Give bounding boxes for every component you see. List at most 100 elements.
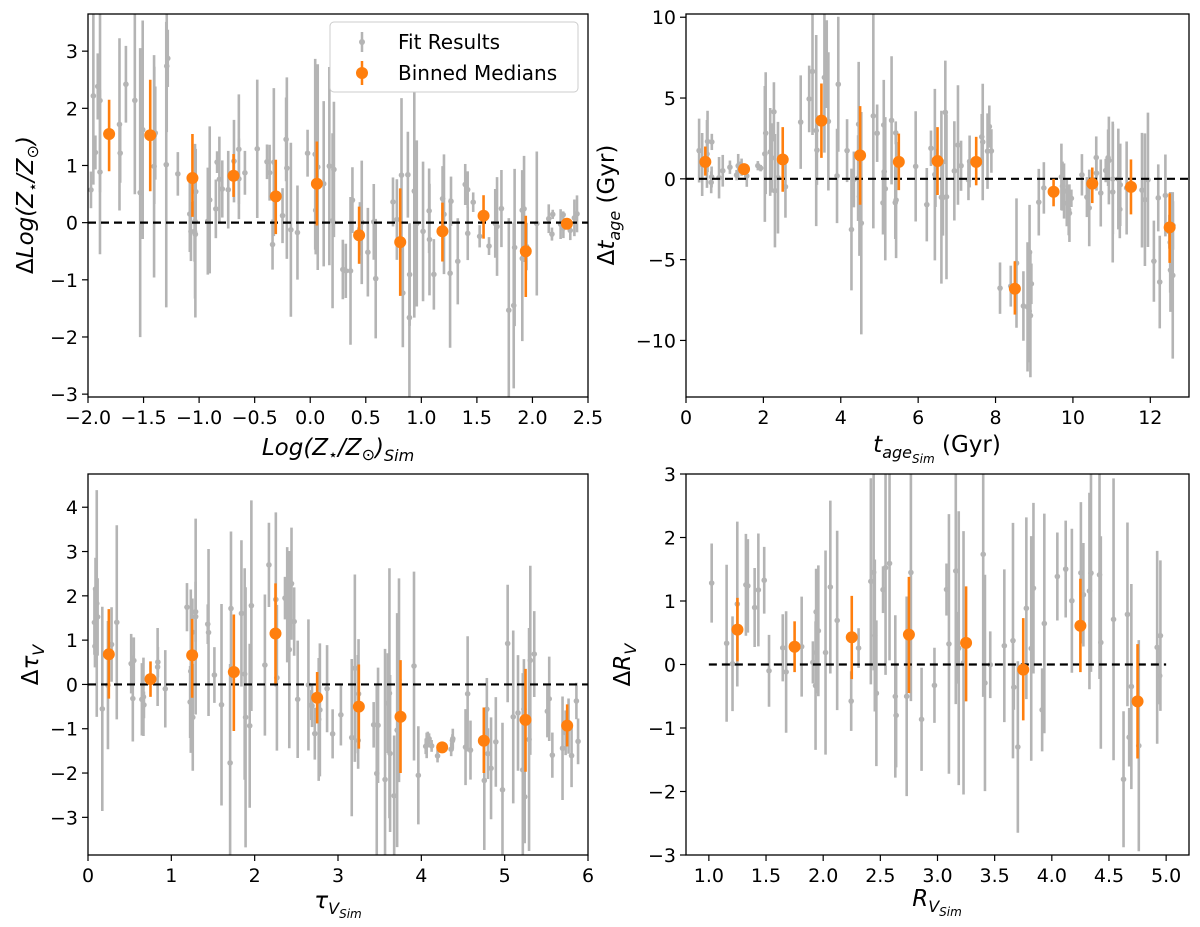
y-tick-label: −1: [50, 719, 78, 741]
axes-frame: [685, 13, 1190, 398]
axes-frame: [87, 13, 589, 398]
fit-point: [1142, 196, 1148, 203]
fit-point: [766, 667, 772, 674]
fit-point: [1065, 207, 1072, 213]
fit-point: [476, 233, 483, 240]
fit-point: [192, 188, 199, 195]
fit-point: [454, 258, 461, 265]
fit-point: [141, 702, 147, 708]
median-point: [699, 155, 712, 168]
fit-point: [987, 661, 994, 668]
fit-point: [225, 186, 232, 193]
fit-point: [782, 183, 789, 190]
fit-point: [282, 595, 288, 601]
median-point: [1047, 185, 1060, 198]
fit-point: [348, 734, 355, 741]
fit-point: [979, 139, 986, 145]
median-point: [1163, 221, 1176, 234]
fit-point: [1139, 187, 1145, 193]
median-point: [186, 649, 199, 662]
x-tick-label: 3.5: [980, 865, 1010, 887]
x-tick-label: 0: [82, 865, 94, 887]
fit-point: [163, 161, 170, 168]
fit-point: [575, 738, 581, 745]
fit-point: [779, 645, 786, 651]
fit-point: [88, 187, 94, 193]
y-tick-label: −3: [50, 384, 78, 406]
fit-point: [386, 690, 393, 697]
x-tick-label: 2.5: [573, 407, 603, 429]
fit-point: [1041, 620, 1048, 627]
median-point: [902, 628, 915, 641]
fit-point: [90, 93, 97, 99]
fit-point: [568, 752, 575, 759]
median-point: [1124, 180, 1137, 193]
fit-point: [928, 145, 934, 152]
median-point: [738, 163, 751, 176]
median-point: [1017, 663, 1030, 676]
fit-point: [447, 270, 453, 277]
x-tick-label: 3: [332, 865, 344, 887]
legend: Fit Results Binned Medians: [329, 21, 579, 93]
fit-point: [365, 249, 371, 255]
fit-point: [91, 619, 98, 626]
fit-point: [783, 669, 789, 675]
fit-point: [464, 230, 471, 237]
fit-point: [484, 706, 490, 712]
y-axis-label: Δtage (Gyr): [594, 145, 624, 266]
median-point: [731, 623, 744, 636]
fit-point: [771, 109, 777, 115]
fit-point: [988, 148, 995, 154]
fit-point: [855, 645, 862, 651]
median-point: [102, 648, 115, 661]
fit-point: [1054, 573, 1061, 580]
fit-point: [848, 698, 854, 704]
median-point: [227, 169, 240, 182]
fit-point: [163, 63, 170, 69]
fit-point: [844, 147, 850, 154]
fit-point: [288, 226, 294, 233]
fit-point: [411, 663, 417, 669]
x-tick-label: 1: [165, 865, 177, 887]
fit-point: [192, 613, 199, 620]
fit-point: [880, 586, 886, 593]
x-tick-label: 4: [415, 865, 427, 887]
x-tick-label: 0: [680, 407, 692, 429]
median-point: [144, 673, 157, 686]
fit-point: [696, 147, 702, 154]
x-axis-label: RVSim: [912, 886, 962, 919]
median-point: [560, 217, 573, 230]
median-point: [519, 245, 532, 258]
y-tick-label: 1: [66, 630, 78, 652]
fit-point: [834, 173, 840, 179]
fit-point: [151, 163, 157, 170]
fit-point: [870, 113, 877, 119]
x-tick-label: 2: [757, 407, 769, 429]
x-tick-label: 4.5: [1094, 865, 1124, 887]
fit-point: [175, 171, 181, 177]
fit-point: [1097, 190, 1104, 196]
fit-point: [308, 702, 315, 708]
fit-point: [708, 179, 715, 186]
y-tick-label: −1: [50, 270, 78, 292]
median-point: [477, 209, 490, 222]
legend-fit-marker: [359, 39, 365, 45]
median-point: [353, 229, 366, 242]
fit-point: [574, 211, 580, 217]
fit-point: [870, 569, 877, 576]
fit-point: [1128, 683, 1135, 690]
legend-median-marker: [356, 67, 368, 79]
fit-point: [238, 610, 245, 617]
fit-point: [888, 117, 895, 124]
fit-point: [745, 583, 751, 589]
y-tick-label: 4: [66, 497, 78, 519]
fit-point: [352, 665, 358, 671]
x-tick-label: 10: [1061, 407, 1085, 429]
fit-point: [727, 164, 733, 171]
y-tick-label: 0: [664, 169, 676, 191]
fit-point: [510, 714, 517, 720]
y-tick-label: 2: [66, 98, 78, 120]
fit-point: [242, 170, 248, 176]
fit-point: [886, 560, 893, 567]
